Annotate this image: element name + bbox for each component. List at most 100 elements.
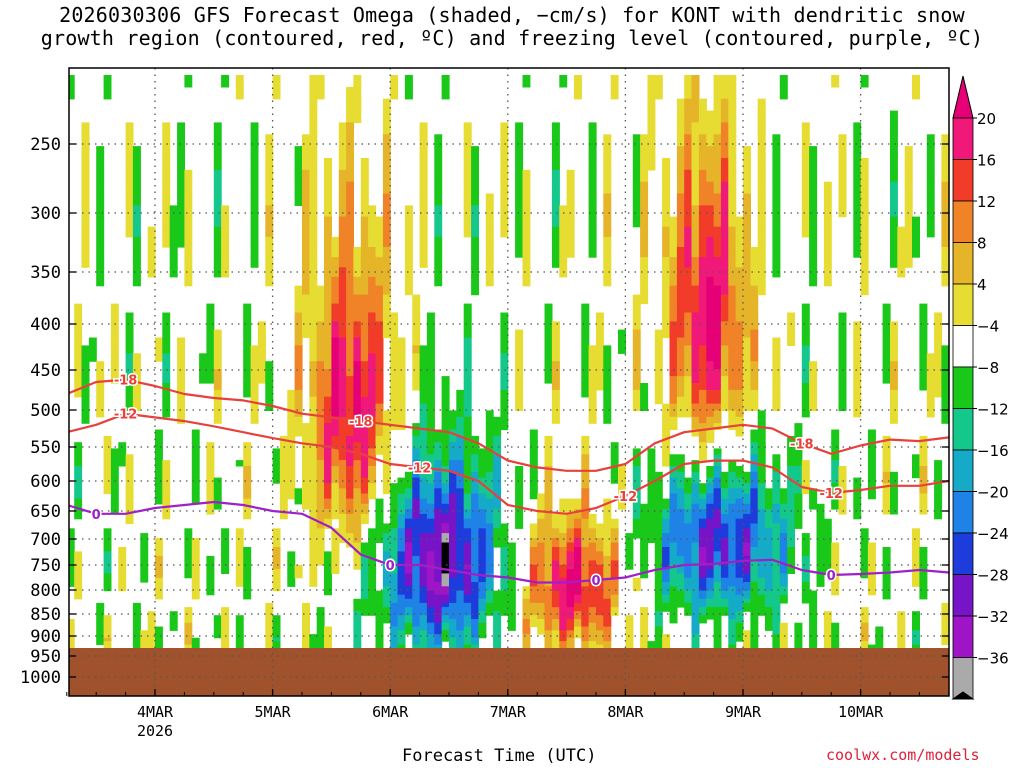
omega-cell — [816, 564, 825, 570]
omega-cell — [720, 488, 729, 495]
omega-cell — [588, 573, 597, 579]
omega-cell — [272, 75, 281, 88]
omega-cell — [74, 582, 83, 587]
omega-cell — [471, 644, 479, 649]
omega-cell — [728, 582, 737, 587]
omega-cell — [272, 577, 281, 583]
omega-cell — [522, 586, 531, 592]
omega-cell — [926, 410, 935, 418]
omega-cell — [779, 503, 788, 510]
omega-cell — [537, 577, 546, 583]
omega-cell — [720, 285, 729, 296]
omega-cell — [316, 329, 325, 339]
omega-cell — [728, 471, 737, 479]
omega-cell — [706, 396, 715, 405]
omega-cell — [316, 528, 325, 534]
omega-cell — [772, 498, 781, 505]
omega-cell — [294, 564, 303, 570]
omega-cell — [96, 611, 105, 616]
omega-cell — [676, 110, 685, 124]
omega-cell — [500, 158, 509, 171]
omega-cell — [353, 619, 362, 624]
omega-cell — [250, 369, 259, 377]
omega-cell — [353, 477, 362, 484]
omega-cell — [449, 622, 457, 628]
omega-cell — [823, 193, 832, 206]
omega-cell — [603, 528, 612, 534]
omega-cell — [904, 216, 913, 228]
omega-cell — [801, 594, 810, 600]
omega-cell — [728, 383, 737, 391]
omega-cell — [287, 488, 296, 495]
omega-cell — [632, 513, 641, 520]
omega-cell — [404, 564, 413, 570]
omega-cell — [96, 637, 105, 642]
omega-cell — [713, 533, 722, 539]
omega-cell — [720, 247, 729, 258]
omega-cell — [574, 590, 582, 596]
omega-cell — [566, 542, 575, 548]
omega-cell — [765, 518, 773, 525]
omega-cell — [316, 471, 325, 479]
omega-cell — [338, 533, 347, 539]
omega-cell — [838, 503, 847, 510]
omega-cell — [426, 513, 435, 520]
omega-cell — [559, 560, 568, 566]
omega-cell — [110, 321, 119, 331]
omega-cell — [206, 303, 215, 314]
omega-cell — [426, 509, 435, 515]
omega-cell — [691, 285, 700, 296]
omega-cell — [324, 448, 332, 455]
omega-cell — [360, 337, 369, 346]
omega-cell — [162, 193, 171, 206]
omega-cell — [676, 528, 685, 534]
omega-cell — [221, 569, 230, 574]
omega-cell — [610, 471, 619, 479]
omega-cell — [544, 590, 553, 596]
omega-cell — [919, 303, 928, 314]
omega-cell — [691, 216, 700, 228]
omega-cell — [713, 460, 722, 467]
omega-cell — [698, 294, 707, 305]
omega-cell — [750, 547, 759, 553]
omega-cell — [676, 537, 685, 543]
omega-cell — [118, 573, 127, 579]
omega-cell — [478, 518, 487, 525]
omega-cell — [309, 146, 318, 159]
omega-cell — [713, 551, 722, 557]
omega-cell — [537, 542, 546, 548]
omega-cell — [882, 361, 891, 370]
omega-cell — [493, 602, 502, 608]
omega-cell — [720, 276, 729, 287]
omega-cell — [265, 637, 274, 642]
omega-cell — [713, 547, 722, 553]
omega-cell — [720, 396, 729, 405]
omega-cell — [860, 644, 869, 649]
omega-cell — [74, 369, 83, 377]
omega-cell — [596, 564, 604, 570]
omega-cell — [412, 369, 421, 377]
omega-cell — [801, 205, 810, 218]
omega-cell — [243, 573, 252, 579]
omega-cell — [125, 518, 134, 525]
omega-cell — [360, 560, 369, 566]
omega-cell — [206, 493, 215, 500]
omega-cell — [449, 641, 457, 646]
omega-cell — [720, 493, 729, 500]
omega-cell — [890, 257, 898, 268]
omega-cell — [368, 267, 377, 278]
omega-cell — [471, 630, 479, 635]
omega-cell — [441, 483, 450, 489]
omega-cell — [287, 582, 296, 587]
omega-cell — [360, 303, 369, 314]
omega-cell — [191, 582, 200, 587]
omega-cell — [360, 435, 369, 443]
omega-cell — [831, 454, 840, 461]
omega-cell — [478, 634, 487, 639]
omega-cell — [574, 542, 582, 548]
omega-cell — [434, 528, 443, 534]
omega-cell — [662, 537, 671, 543]
omega-cell — [316, 383, 325, 391]
omega-cell — [382, 429, 391, 437]
omega-cell — [581, 619, 590, 624]
